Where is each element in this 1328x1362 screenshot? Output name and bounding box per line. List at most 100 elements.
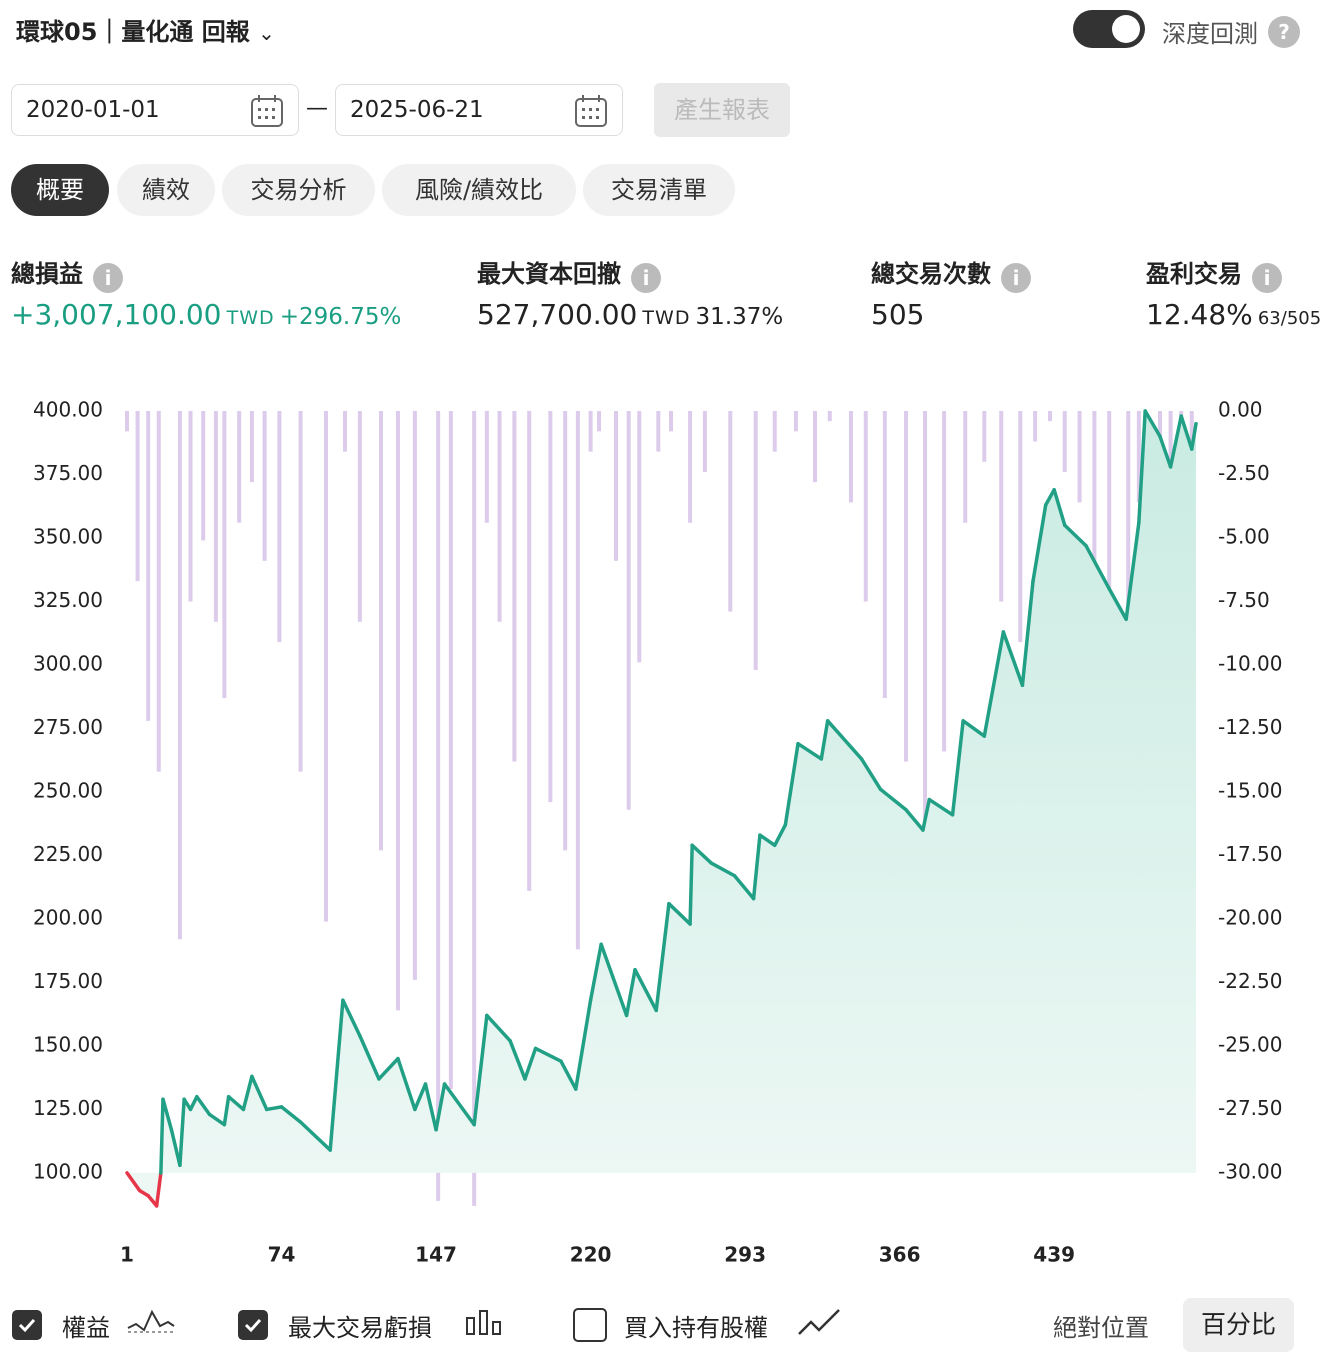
help-icon[interactable]: ?: [1268, 16, 1300, 48]
equity-line: [377, 1056, 400, 1081]
y2-tick-label: -7.50: [1218, 588, 1270, 612]
equity-line: [195, 1094, 212, 1117]
generate-button[interactable]: 產生報表: [654, 83, 790, 137]
percent: 31.37%: [695, 304, 784, 330]
chevron: ⌄: [258, 21, 275, 45]
equity-line: [773, 823, 788, 848]
equity-line: [574, 998, 593, 1091]
stat: 盈利交易 i: [1146, 254, 1282, 293]
title-text: 環球05｜量化通 回報: [16, 18, 250, 46]
y-tick-label: 175.00: [33, 969, 103, 993]
stat: 總損益 i: [11, 254, 123, 293]
toggle[interactable]: [1073, 10, 1145, 48]
equity-line: [358, 1034, 381, 1081]
y2-tick-label: -17.50: [1218, 842, 1282, 866]
equity-line: [434, 1082, 447, 1132]
percent-button[interactable]: 百分比: [1183, 1298, 1294, 1352]
equity-line: [1031, 503, 1048, 583]
equity-line: [1168, 414, 1183, 469]
equity-line: [690, 843, 713, 865]
equity-line: [423, 1082, 438, 1132]
y-tick-label: 200.00: [33, 905, 103, 929]
report-title[interactable]: 環球05｜量化通 回報 ⌄: [16, 12, 275, 47]
y2-tick-label: -12.50: [1218, 715, 1282, 739]
checkbox[interactable]: [573, 1308, 607, 1342]
stat-label: 總損益: [11, 260, 83, 288]
value: 12.48%: [1146, 298, 1253, 331]
unit: TWD: [226, 307, 275, 329]
equity-line: [125, 1171, 142, 1193]
y-tick-label: 375.00: [33, 461, 103, 485]
ratio: 63/505: [1257, 308, 1322, 329]
tab[interactable]: 概要: [11, 164, 109, 216]
equity-line: [169, 1127, 182, 1168]
unit: TWD: [642, 307, 691, 329]
equity-line: [328, 998, 345, 1152]
equity-line: [250, 1074, 269, 1112]
percent: +296.75%: [279, 304, 402, 330]
equity-line: [732, 874, 756, 901]
equity-line: [624, 967, 637, 1018]
equity-line: [222, 1094, 231, 1127]
equity-line: [1063, 523, 1088, 548]
equity-line: [1052, 487, 1067, 528]
toggle-label: 深度回測: [1162, 20, 1258, 48]
equity-line: [472, 1013, 489, 1127]
equity-line: [819, 719, 830, 761]
equity-line: [523, 1046, 538, 1081]
equity-line: [1020, 579, 1035, 688]
equity-line: [1190, 421, 1198, 451]
tab[interactable]: 績效: [117, 164, 215, 216]
checkbox[interactable]: [238, 1310, 268, 1340]
equity-line: [241, 1074, 254, 1112]
y-tick-label: 150.00: [33, 1032, 103, 1056]
equity-line: [1124, 520, 1141, 622]
equity-line: [413, 1082, 428, 1112]
stat-label: 盈利交易: [1146, 260, 1242, 288]
end-date[interactable]: 2025-06-21: [335, 84, 623, 136]
start-date[interactable]: 2020-01-01: [11, 84, 299, 136]
equity-line: [207, 1112, 227, 1127]
y2-tick-label: -20.00: [1218, 905, 1282, 929]
tab[interactable]: 交易清單: [583, 164, 735, 216]
x-tick-label: 74: [268, 1243, 296, 1267]
chart: 100.00 125.00 150.00 175.00 200.00 225.00 250.…: [33, 398, 1282, 1267]
y-tick-label: 325.00: [33, 588, 103, 612]
equity-line: [279, 1105, 303, 1124]
y2-tick-label: 0.00: [1218, 398, 1263, 422]
equity-line: [588, 942, 603, 1002]
x-tick-label: 439: [1033, 1243, 1075, 1267]
equity-line: [1043, 487, 1056, 507]
tab[interactable]: 風險/績效比: [382, 164, 576, 216]
equity-line: [878, 787, 908, 812]
equity-line: [485, 1013, 512, 1043]
equity-line: [1084, 543, 1111, 591]
y-tick-label: 275.00: [33, 715, 103, 739]
y-tick-label: 300.00: [33, 651, 103, 675]
tab[interactable]: 交易分析: [222, 164, 375, 216]
stat-value: +3,007,100.00 TWD +296.75%: [11, 298, 401, 331]
equity-line: [921, 797, 932, 832]
equity-line: [161, 1097, 174, 1132]
equity-line: [159, 1097, 165, 1175]
y-tick-label: 125.00: [33, 1096, 103, 1120]
legend-icon: [798, 1309, 840, 1335]
equity-area: [127, 411, 1196, 1206]
equity-line: [1001, 630, 1025, 688]
equity-line: [758, 833, 777, 848]
calendar-icon: [251, 95, 283, 127]
checkbox[interactable]: [12, 1310, 42, 1340]
equity-line: [508, 1039, 527, 1081]
value: 505: [871, 298, 925, 331]
stat-value: 527,700.00 TWD 31.37%: [477, 298, 783, 331]
absolute-button[interactable]: 絕對位置: [1053, 1314, 1149, 1342]
equity-line: [1143, 409, 1162, 439]
stat-value: 12.48% 63/505: [1146, 298, 1321, 331]
equity-line: [950, 719, 965, 817]
legend-label: 最大交易虧損: [288, 1314, 432, 1342]
x-tick-label: 366: [879, 1243, 921, 1267]
equity-line: [442, 1082, 476, 1127]
x-tick-label: 293: [724, 1243, 766, 1267]
equity-line: [1137, 409, 1147, 525]
legend-icon: [127, 1309, 175, 1333]
